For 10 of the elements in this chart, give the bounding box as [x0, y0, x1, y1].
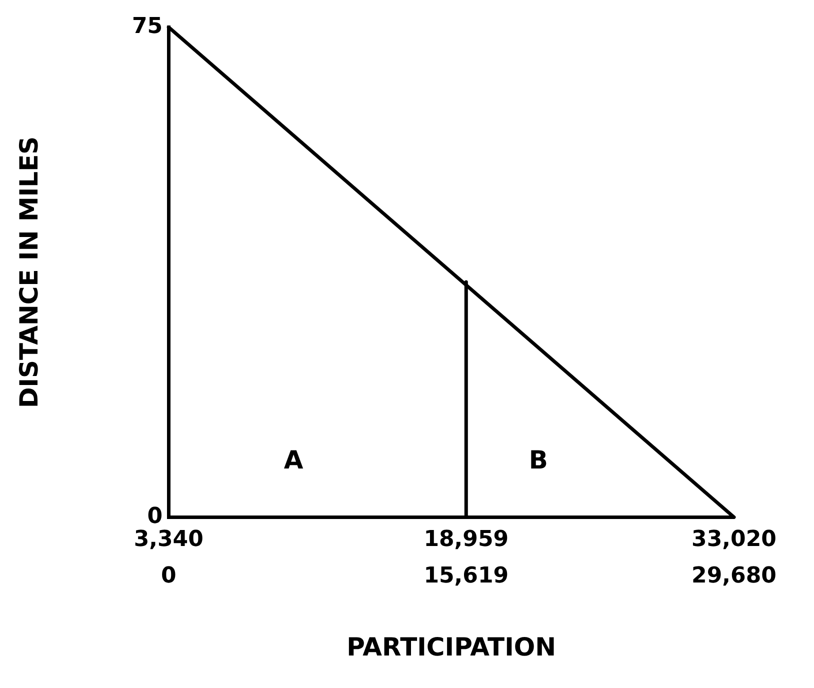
- y-axis-title: DISTANCE IN MILES: [14, 136, 44, 408]
- x-axis-title: PARTICIPATION: [346, 632, 556, 662]
- x-tick-label: 33,020: [692, 527, 776, 552]
- annotation: A: [284, 446, 304, 475]
- x2-tick-label: 29,680: [692, 564, 776, 589]
- annotation: B: [528, 446, 548, 475]
- y-tick-label: 75: [132, 14, 163, 39]
- x-tick-label: 3,340: [134, 527, 204, 552]
- x2-tick-label: 15,619: [424, 564, 509, 589]
- x-tick-label: 18,959: [424, 527, 509, 552]
